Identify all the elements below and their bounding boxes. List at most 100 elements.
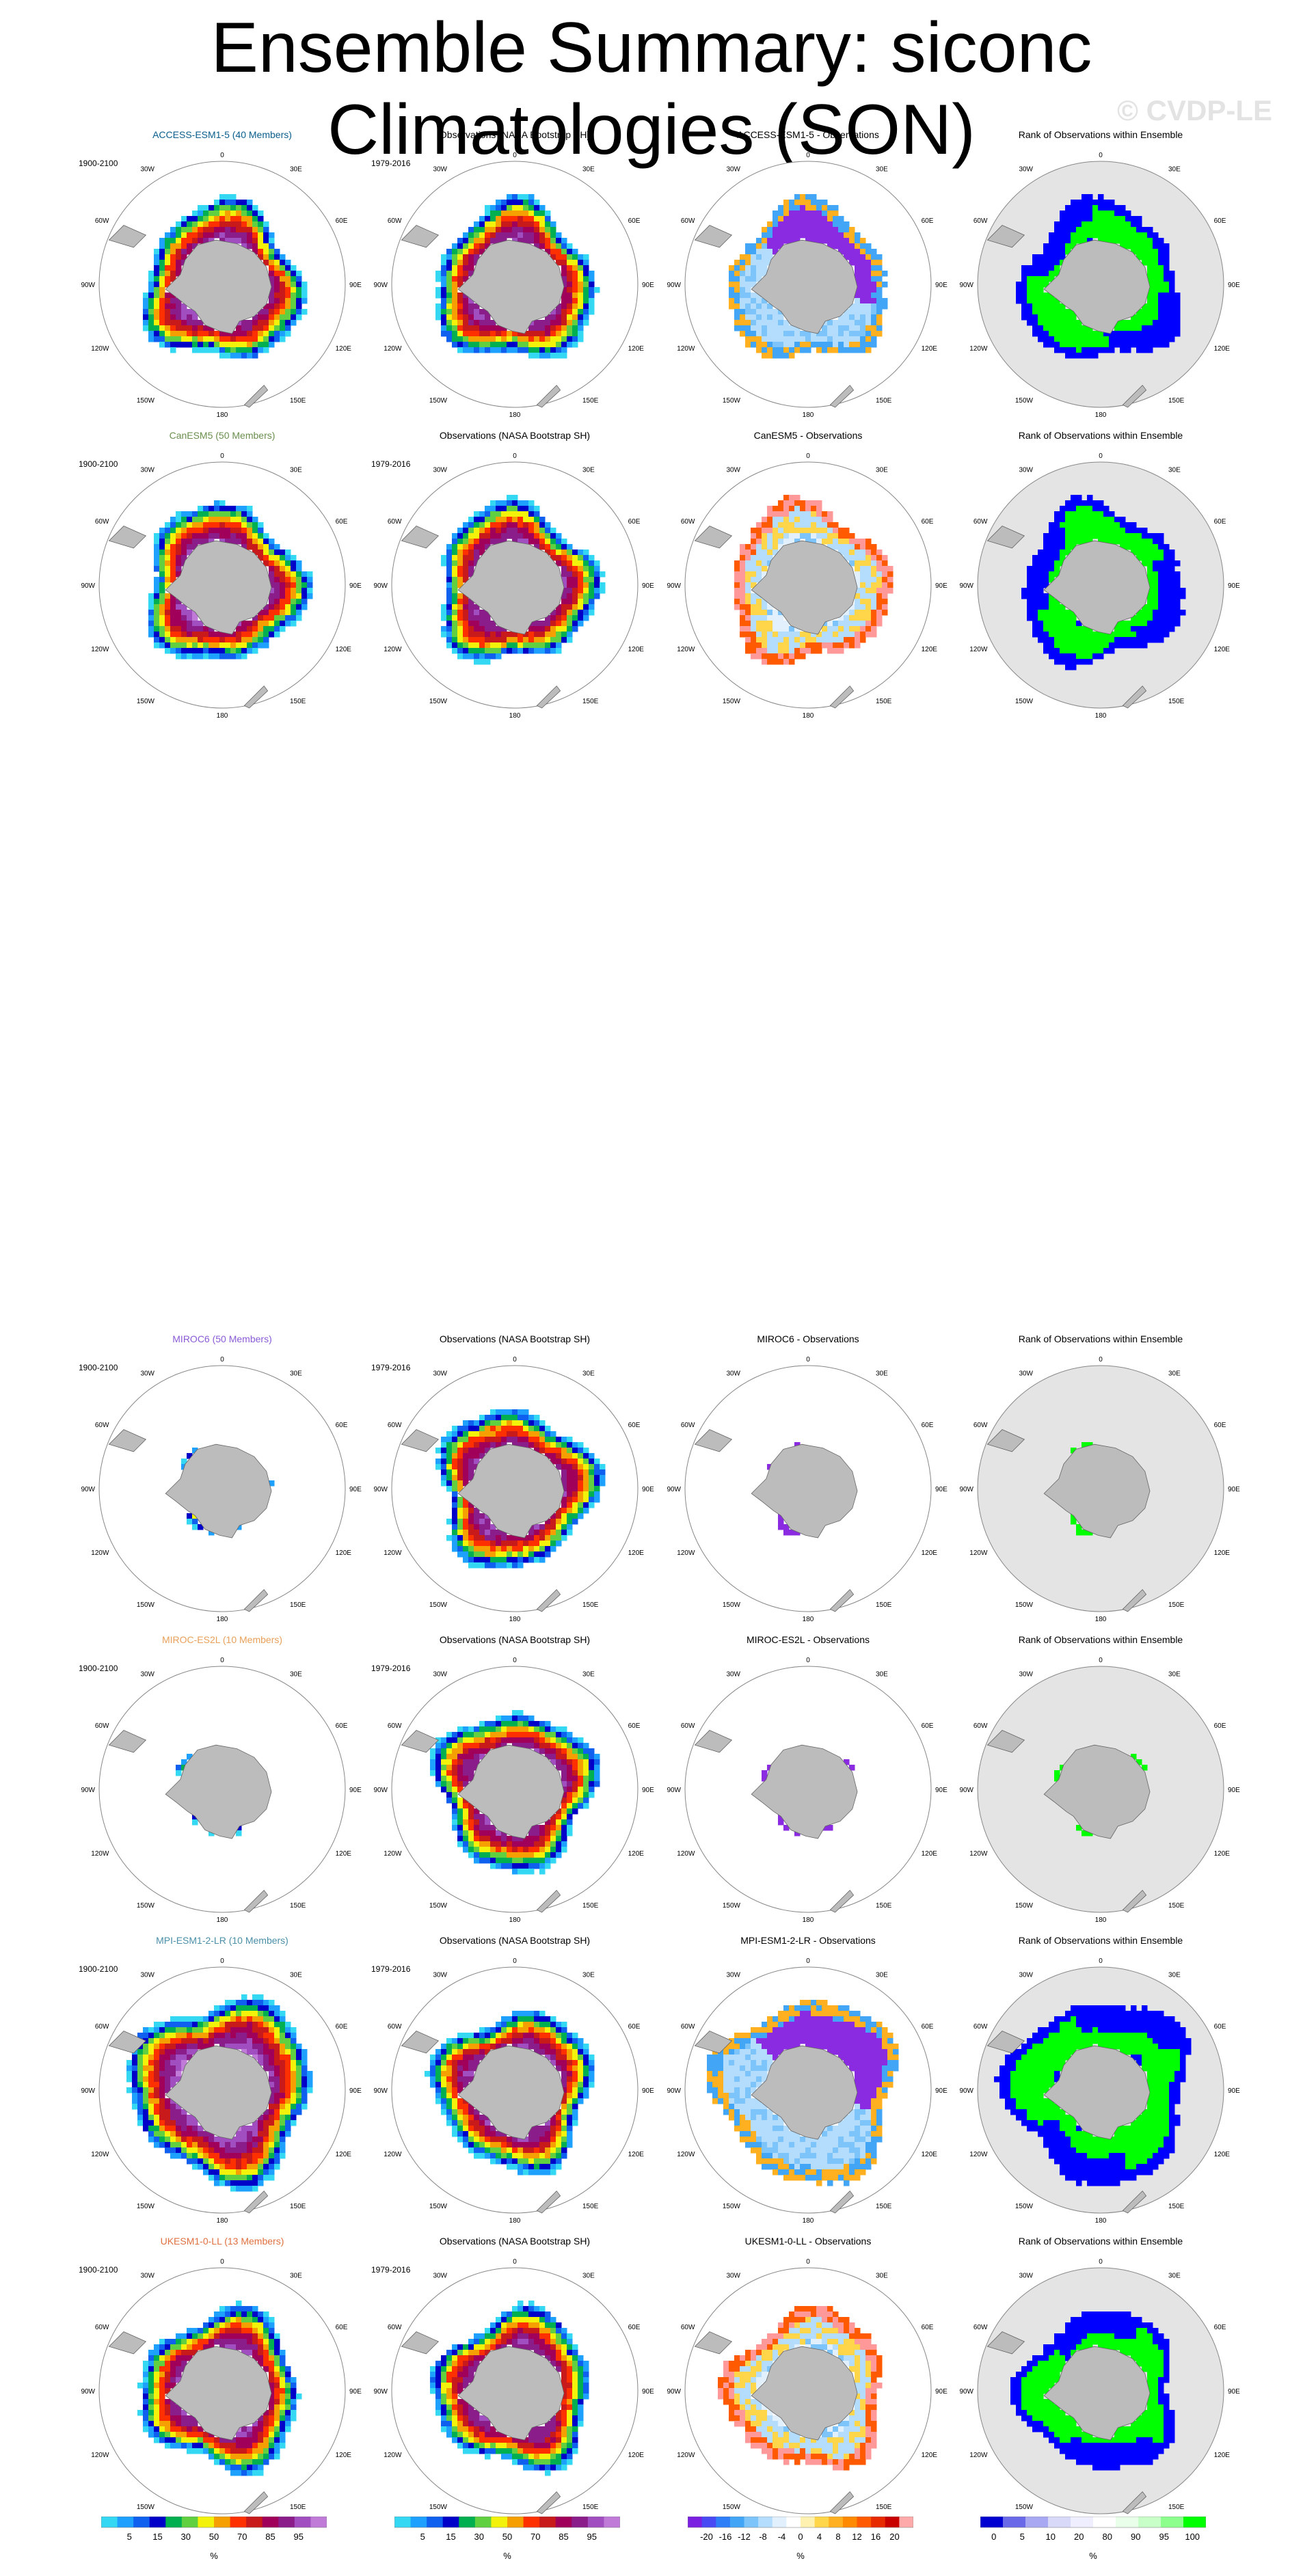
longitude-label: 120W bbox=[91, 2452, 109, 2459]
antarctica-landmass bbox=[1043, 2346, 1151, 2441]
longitude-label: 120W bbox=[677, 1549, 695, 1557]
panel-title: Observations (NASA Bootstrap SH) bbox=[439, 2236, 591, 2247]
sea-ice-field bbox=[143, 194, 308, 359]
longitude-label: 120W bbox=[384, 1850, 402, 1858]
new-zealand-tip bbox=[1122, 1890, 1147, 1913]
panel-title: Rank of Observations within Ensemble bbox=[1018, 2236, 1183, 2247]
rank-panel: Rank of Observations within Ensemble 0 180… bbox=[950, 1934, 1251, 2235]
longitude-label: 90W bbox=[959, 1486, 973, 1493]
panel-title: Observations (NASA Bootstrap SH) bbox=[439, 1935, 591, 1946]
colorbar-tick-label: 10 bbox=[1046, 2532, 1056, 2542]
antarctica-landmass bbox=[751, 1443, 858, 1538]
longitude-label: 150E bbox=[1168, 1902, 1185, 1910]
longitude-label: 60E bbox=[336, 1422, 348, 1429]
sea-ice-field bbox=[718, 2306, 883, 2471]
longitude-label: 150E bbox=[582, 698, 599, 705]
longitude-label: 0 bbox=[513, 1356, 517, 1364]
panel-title: CanESM5 - Observations bbox=[753, 430, 863, 441]
panel-years: 1900-2100 bbox=[79, 1664, 118, 1673]
colorbar-swatch bbox=[165, 2517, 183, 2527]
longitude-label: 120W bbox=[677, 2452, 695, 2459]
longitude-label: 150W bbox=[723, 2203, 741, 2210]
longitude-label: 90E bbox=[349, 282, 362, 289]
longitude-label: 180 bbox=[217, 2217, 228, 2225]
longitude-label: 0 bbox=[513, 152, 517, 159]
longitude-label: 90E bbox=[349, 1486, 362, 1493]
longitude-label: 60W bbox=[95, 2023, 109, 2031]
antarctica-landmass bbox=[751, 239, 858, 334]
colorbar-swatch bbox=[587, 2517, 604, 2527]
longitude-label: 60W bbox=[681, 1722, 695, 1730]
panel-title: Rank of Observations within Ensemble bbox=[1018, 1333, 1183, 1344]
longitude-label: 90E bbox=[935, 2388, 948, 2396]
longitude-label: 30W bbox=[140, 1971, 155, 1979]
colorbar-tick-label: 20 bbox=[1074, 2532, 1084, 2542]
longitude-label: 90W bbox=[959, 582, 973, 590]
longitude-label: 0 bbox=[220, 2258, 224, 2266]
longitude-label: 60W bbox=[388, 518, 402, 526]
longitude-label: 30E bbox=[876, 1670, 888, 1678]
longitude-label: 120W bbox=[969, 2452, 988, 2459]
sea-ice-field bbox=[137, 2301, 302, 2476]
antarctica-landmass bbox=[457, 1443, 565, 1538]
panel-title: Rank of Observations within Ensemble bbox=[1018, 129, 1183, 140]
colorbar-swatch bbox=[842, 2517, 857, 2527]
longitude-label: 30E bbox=[582, 2272, 595, 2279]
longitude-label: 120E bbox=[922, 2151, 938, 2158]
longitude-label: 30E bbox=[1168, 1670, 1181, 1678]
model-climatology-panel: CanESM5 (50 Members) 1900-2100 0 180 90W 90E 3… bbox=[72, 429, 373, 730]
longitude-label: 0 bbox=[220, 1356, 224, 1364]
longitude-label: 30W bbox=[140, 165, 155, 173]
longitude-label: 180 bbox=[509, 2217, 521, 2225]
new-zealand-tip bbox=[1122, 2191, 1147, 2214]
antarctica-landmass bbox=[457, 2346, 565, 2441]
new-zealand-tip bbox=[243, 1890, 269, 1913]
colorbar-swatch bbox=[310, 2517, 327, 2527]
longitude-label: 60W bbox=[973, 1422, 988, 1429]
longitude-label: 30E bbox=[1168, 165, 1181, 173]
polar-map: 0 180 90W 90E 30W 30E 60W 60E 120W 120E 150W 150E bbox=[81, 452, 362, 720]
polar-map: 0 180 90W 90E 30W 30E 60W 60E 120W 120E 150W 150E bbox=[81, 152, 362, 419]
new-zealand-tip bbox=[829, 1589, 855, 1612]
panel-years: 1979-2016 bbox=[371, 1664, 411, 1673]
model-climatology-panel: UKESM1-0-LL (13 Members)1900-2100018090W… bbox=[72, 2235, 373, 2536]
colorbar-swatch bbox=[507, 2517, 524, 2527]
new-zealand-tip bbox=[243, 2191, 269, 2214]
south-america-tip bbox=[694, 2031, 733, 2054]
longitude-label: 120W bbox=[677, 646, 695, 653]
longitude-label: 150W bbox=[137, 397, 155, 405]
difference-panel: CanESM5 - Observations 0 180 90W 90E 30W 30E 60… bbox=[658, 429, 958, 730]
colorbar-swatch bbox=[117, 2517, 134, 2527]
colorbar-swatch bbox=[1138, 2517, 1161, 2527]
south-america-tip bbox=[108, 1730, 147, 1753]
longitude-label: 90W bbox=[667, 1486, 681, 1493]
longitude-label: 120E bbox=[628, 1549, 645, 1557]
new-zealand-tip bbox=[1122, 686, 1147, 709]
new-zealand-tip bbox=[536, 1589, 561, 1612]
longitude-label: 180 bbox=[1095, 2217, 1107, 2225]
panel-title: Rank of Observations within Ensemble bbox=[1018, 1634, 1183, 1645]
longitude-label: 30E bbox=[582, 1370, 595, 1377]
longitude-label: 90W bbox=[667, 2087, 681, 2095]
colorbar-tick-label: 80 bbox=[1103, 2532, 1112, 2542]
colorbar-swatch bbox=[181, 2517, 198, 2527]
longitude-label: 60E bbox=[336, 2324, 348, 2331]
longitude-label: 90E bbox=[935, 1486, 948, 1493]
colorbar-swatch bbox=[829, 2517, 844, 2527]
longitude-label: 90W bbox=[373, 582, 388, 590]
south-america-tip bbox=[401, 1730, 440, 1753]
observations-panel: Observations (NASA Bootstrap SH) 1979-201… bbox=[364, 1333, 665, 1633]
longitude-label: 60W bbox=[681, 1422, 695, 1429]
longitude-label: 120W bbox=[91, 345, 109, 353]
longitude-label: 60E bbox=[628, 2324, 641, 2331]
sea-ice-field bbox=[1010, 2311, 1175, 2471]
sea-ice-field bbox=[148, 500, 313, 660]
panel-years: 1979-2016 bbox=[371, 459, 411, 469]
longitude-label: 90E bbox=[642, 1787, 654, 1794]
longitude-label: 150E bbox=[582, 2203, 599, 2210]
polar-map: 0 180 90W 90E 30W 30E 60W 60E 120W 120E 150W 150E bbox=[373, 1957, 654, 2225]
longitude-label: 150E bbox=[1168, 2203, 1185, 2210]
longitude-label: 60W bbox=[681, 2324, 695, 2331]
longitude-label: 90E bbox=[642, 2388, 654, 2396]
longitude-label: 30W bbox=[433, 1370, 447, 1377]
